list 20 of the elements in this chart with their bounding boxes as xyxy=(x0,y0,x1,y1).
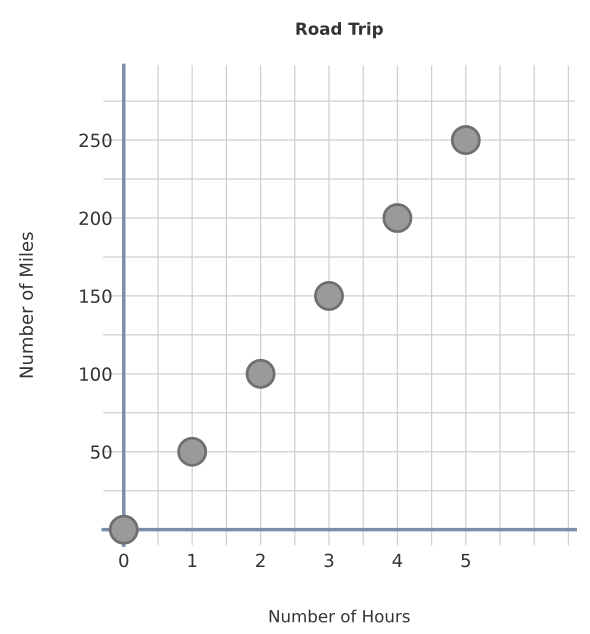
x-tick-label: 3 xyxy=(324,554,334,568)
x-axis-title: Number of Hours xyxy=(270,610,410,623)
point xyxy=(450,125,481,156)
point xyxy=(246,358,276,389)
point xyxy=(108,514,139,545)
x-tick-label: 4 xyxy=(392,554,402,567)
x-tick-label: 2 xyxy=(256,554,265,567)
x-tick-label: 5 xyxy=(461,554,470,568)
point xyxy=(314,280,344,311)
y-tick-label: 100 xyxy=(80,367,112,381)
point xyxy=(382,203,412,233)
point xyxy=(177,436,208,467)
chart-title: Road Trip xyxy=(296,22,383,38)
x-tick-label: 1 xyxy=(188,554,196,567)
y-tick-label: 150 xyxy=(80,289,112,304)
y-axis-title: Number of Miles xyxy=(19,232,34,378)
y-tick-label: 200 xyxy=(80,211,112,226)
x-tick-label: 0 xyxy=(119,554,128,568)
y-tick-label: 250 xyxy=(80,134,112,148)
y-tick-label: 50 xyxy=(91,445,112,459)
